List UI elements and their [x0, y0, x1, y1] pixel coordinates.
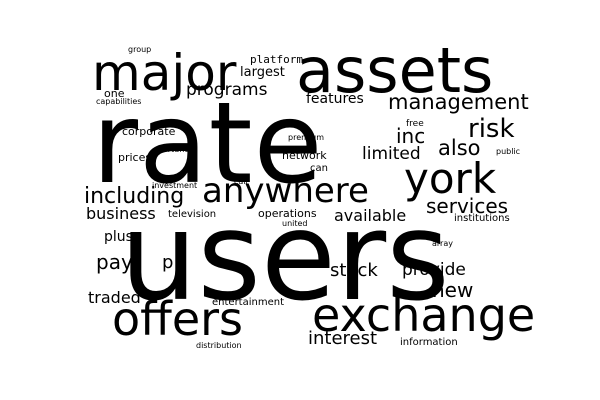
word-united: united	[282, 219, 308, 228]
word-prices: prices	[118, 151, 152, 164]
word-also: also	[438, 136, 481, 160]
word-institutions: institutions	[454, 213, 510, 224]
word-can: can	[310, 163, 328, 174]
word-fortune: fortune	[160, 145, 190, 154]
word-management: management	[388, 90, 529, 114]
word-entertainment: entertainment	[212, 297, 284, 308]
word-limited: limited	[362, 144, 421, 164]
word-premium: premium	[288, 133, 324, 142]
word-television: television	[168, 209, 217, 220]
word-exchange: exchange	[312, 288, 536, 342]
word-offers: offers	[112, 292, 244, 346]
word-traded: traded	[88, 288, 141, 307]
word-major: major	[92, 44, 237, 102]
word-york: york	[404, 154, 497, 203]
word-operations: operations	[258, 207, 317, 220]
word-array: array	[432, 239, 453, 248]
word-free: free	[406, 119, 424, 129]
word-rate: rate	[92, 79, 324, 209]
word-assets: assets	[296, 34, 494, 107]
word-plus: plus	[104, 229, 133, 245]
word-information: information	[400, 337, 458, 348]
word-features: features	[306, 91, 364, 107]
word-platform: platform	[250, 53, 303, 66]
word-risk: risk	[468, 114, 515, 144]
word-interest: interest	[308, 328, 378, 349]
word-capabilities: capabilities	[96, 97, 142, 106]
word-including: including	[84, 184, 185, 209]
word-stock: stock	[330, 260, 378, 281]
word-users: users	[120, 186, 450, 328]
word-programs: programs	[186, 80, 268, 100]
word-corporate: corporate	[122, 125, 176, 138]
word-p: p	[162, 252, 174, 273]
word-pay: pay	[96, 250, 133, 274]
word-investment: investment	[152, 181, 198, 190]
word-distribution: distribution	[196, 341, 242, 350]
word-provide: provide	[402, 260, 466, 280]
word-new: new	[432, 278, 474, 302]
word-available: available	[334, 206, 407, 225]
word-network: network	[282, 149, 327, 162]
word-one: one	[104, 87, 125, 100]
word-public: public	[496, 147, 521, 156]
word-business: business	[86, 204, 156, 223]
word-inc: inc	[396, 124, 426, 148]
word-largest: largest	[240, 65, 285, 80]
word-services: services	[426, 194, 509, 218]
word-group: group	[128, 45, 152, 54]
word-call: call	[234, 177, 248, 186]
word-anywhere: anywhere	[202, 171, 369, 211]
